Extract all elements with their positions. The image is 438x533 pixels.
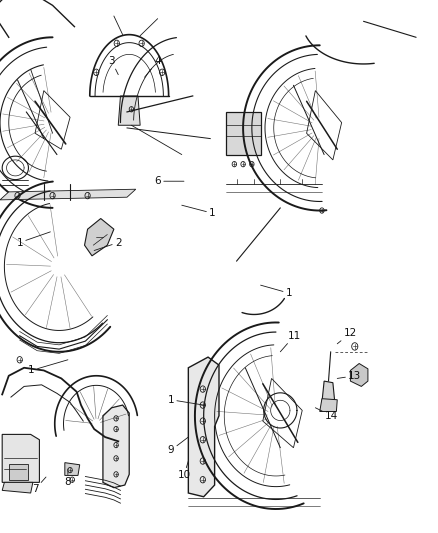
Text: 7: 7 <box>32 477 46 494</box>
Polygon shape <box>118 96 140 125</box>
Polygon shape <box>2 434 39 482</box>
Polygon shape <box>188 357 219 497</box>
Text: 1: 1 <box>28 360 68 375</box>
Text: 1: 1 <box>182 205 216 218</box>
Text: 1: 1 <box>16 232 50 247</box>
Text: 1: 1 <box>167 395 204 405</box>
Text: 13: 13 <box>337 371 361 381</box>
Text: 12: 12 <box>337 328 357 344</box>
Text: 10: 10 <box>177 461 191 480</box>
Polygon shape <box>350 364 368 386</box>
Text: 8: 8 <box>64 469 71 487</box>
Text: 6: 6 <box>154 176 184 186</box>
Text: 1: 1 <box>261 285 293 298</box>
Text: 11: 11 <box>280 331 301 352</box>
Text: 9: 9 <box>167 437 188 455</box>
Text: 3: 3 <box>108 56 118 75</box>
Text: 14: 14 <box>315 408 338 421</box>
Polygon shape <box>103 405 129 488</box>
Text: 2: 2 <box>94 238 122 251</box>
Polygon shape <box>9 464 28 480</box>
Polygon shape <box>65 463 80 475</box>
Polygon shape <box>85 219 114 256</box>
Polygon shape <box>0 189 136 200</box>
Polygon shape <box>322 381 335 408</box>
Polygon shape <box>226 112 261 155</box>
Text: 4: 4 <box>145 56 161 77</box>
Polygon shape <box>2 482 33 493</box>
Polygon shape <box>320 399 337 411</box>
